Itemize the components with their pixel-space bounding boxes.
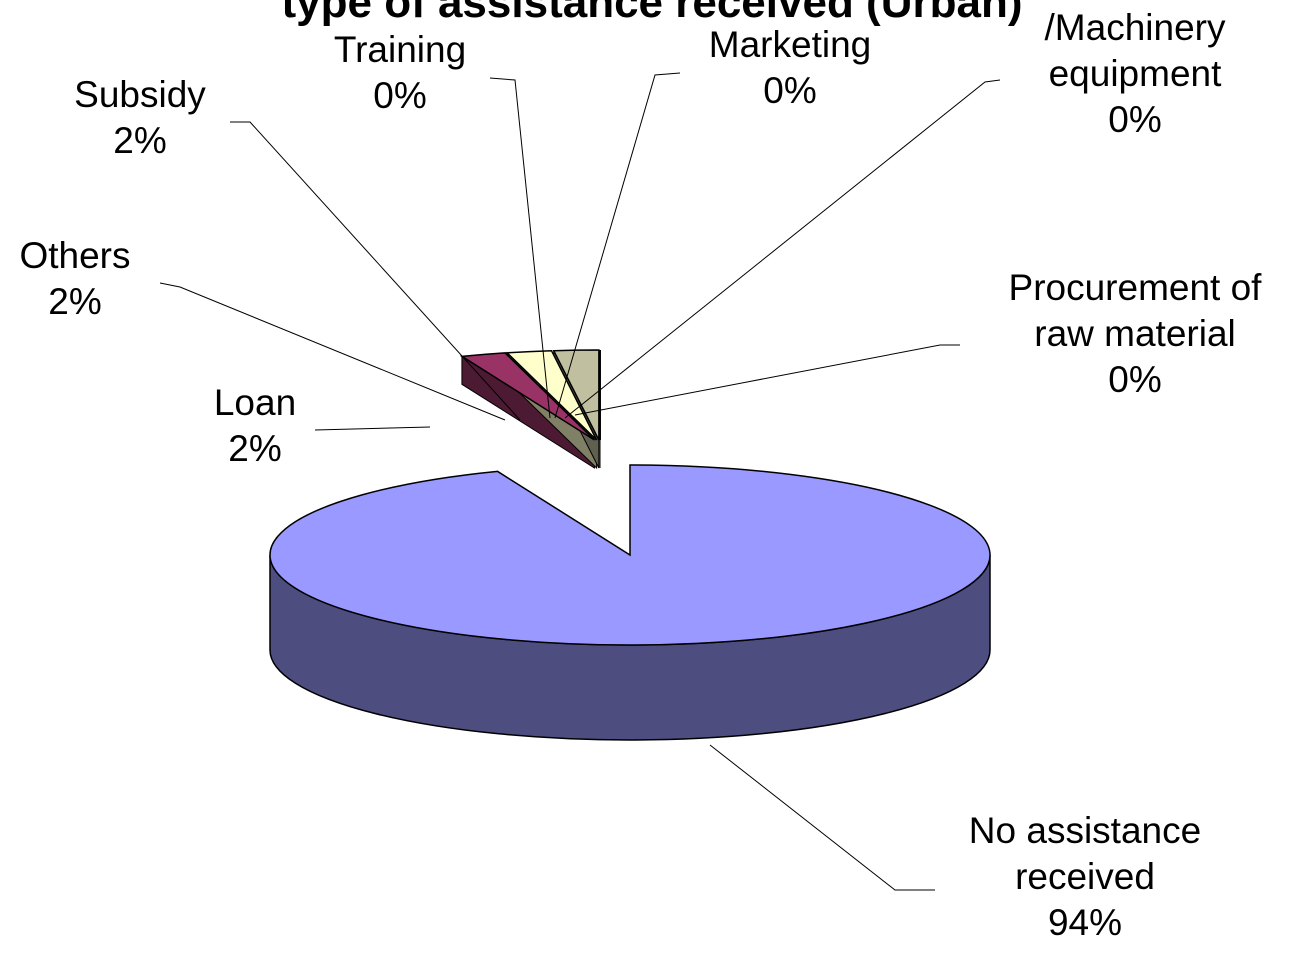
slice-name: Procurement of raw material (1008, 267, 1262, 354)
slice-label: Procurement of raw material 0% (975, 265, 1295, 403)
slice-name: No assistance received (968, 810, 1202, 897)
slice (269, 464, 991, 646)
leader-line (564, 79, 1001, 419)
slice (552, 349, 600, 441)
slice-name: Others (19, 235, 131, 276)
slice-value: 2% (228, 428, 282, 469)
slice-name: /Machinery equipment (1044, 7, 1226, 94)
slice-name: Training (333, 29, 467, 70)
slice-value: 0% (1108, 359, 1162, 400)
slice-label: Training 0% (300, 27, 500, 119)
slice-value: 2% (113, 120, 167, 161)
slice-label: Others 2% (0, 233, 150, 325)
slice-value: 0% (763, 70, 817, 111)
slice (505, 349, 598, 441)
slice-label: Marketing 0% (670, 22, 910, 114)
leader-line (159, 282, 506, 421)
slice-value: 2% (48, 281, 102, 322)
leader-line (709, 744, 935, 891)
leader-line (574, 344, 960, 416)
slice-name: Marketing (708, 24, 872, 65)
slice-label: /Machinery equipment 0% (1005, 5, 1265, 143)
slice-name: Loan (213, 382, 297, 423)
slice-name: Subsidy (74, 74, 206, 115)
leader-line (230, 121, 521, 421)
slice-label: Loan 2% (180, 380, 330, 472)
slice-value: 0% (373, 75, 427, 116)
slice-value: 94% (1047, 902, 1123, 943)
slice-label: No assistance received 94% (935, 808, 1235, 946)
leader-line (314, 426, 431, 431)
slice-value: 0% (1108, 99, 1162, 140)
slice-label: Subsidy 2% (40, 72, 240, 164)
leader-line (554, 72, 681, 419)
chart-title: type of assistance received (Urban) (281, 0, 1023, 27)
leader-line (489, 77, 551, 419)
